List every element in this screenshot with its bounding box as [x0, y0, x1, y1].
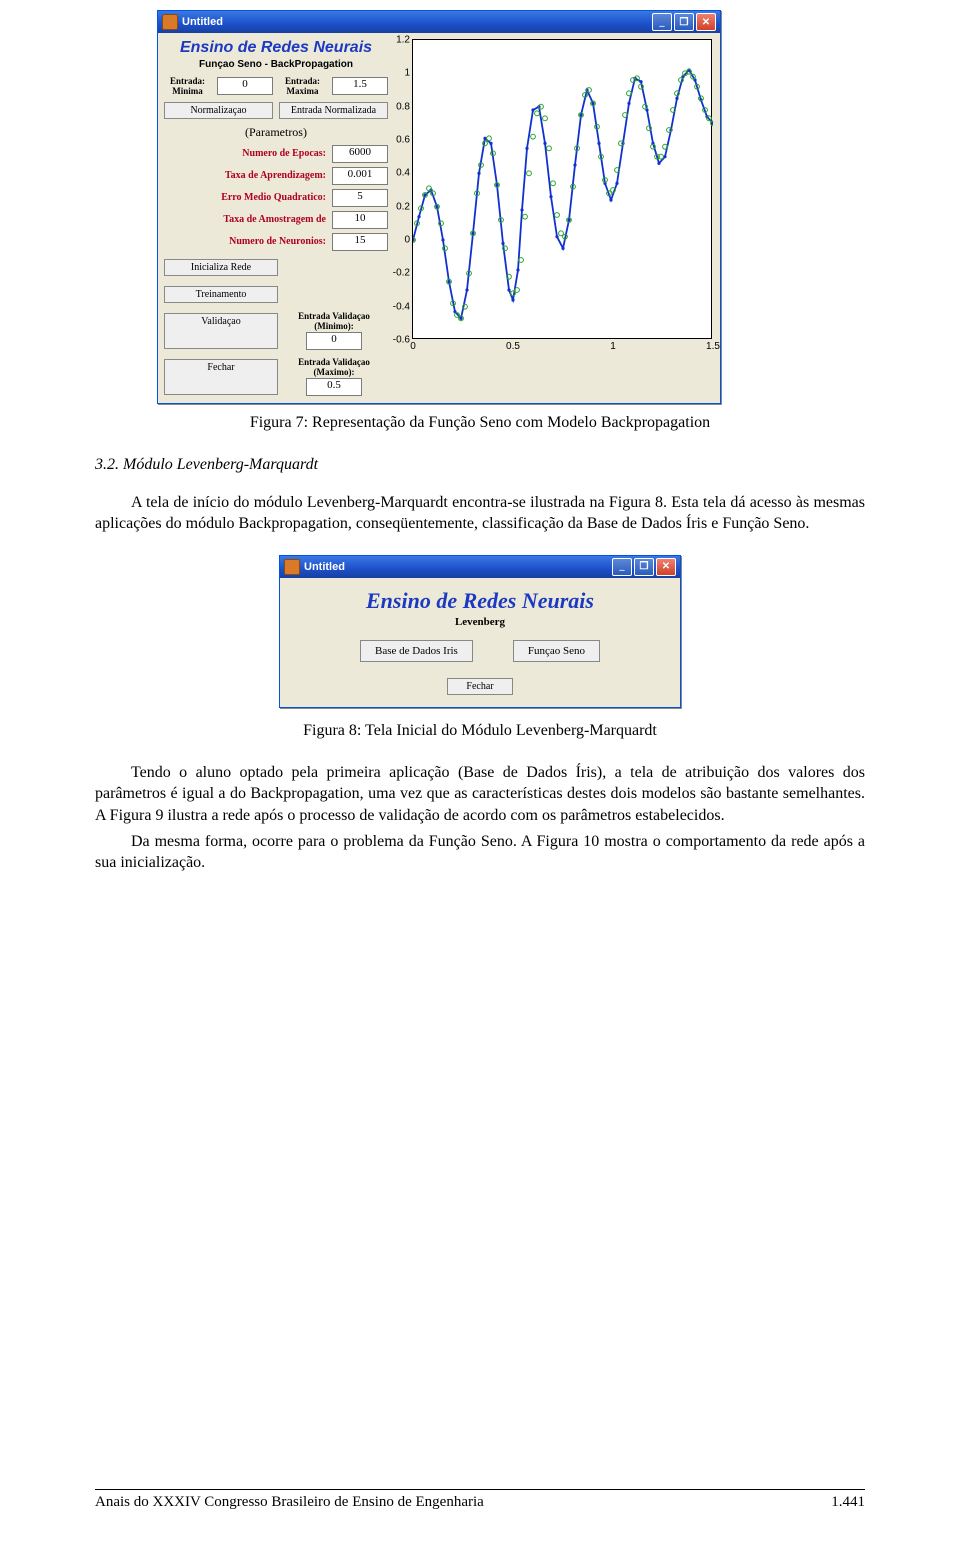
validacao-min-field[interactable]: 0: [306, 332, 362, 350]
y-tick-label: -0.6: [393, 335, 410, 346]
y-tick-label: 0.8: [396, 101, 410, 112]
validacao-max-label: Entrada Validaçao (Maximo):: [284, 357, 384, 377]
x-tick-label: 1: [610, 341, 616, 352]
param-row: Taxa de Aprendizagem: 0.001: [164, 166, 388, 185]
minimize-button[interactable]: _: [652, 13, 672, 31]
x-tick-label: 0.5: [506, 341, 520, 352]
funcao-seno-button[interactable]: Funçao Seno: [513, 640, 600, 662]
figure7-window: Untitled _ ❐ ✕ Ensino de Redes Neurais F…: [157, 10, 721, 404]
inicializa-rede-button[interactable]: Inicializa Rede: [164, 259, 278, 276]
minimize-button[interactable]: _: [612, 558, 632, 576]
y-tick-label: 0.6: [396, 135, 410, 146]
x-tick-label: 0: [410, 341, 416, 352]
fechar-button[interactable]: Fechar: [447, 678, 512, 695]
panel-main-title: Ensino de Redes Neurais: [164, 39, 388, 57]
treinamento-button[interactable]: Treinamento: [164, 286, 278, 303]
validacao-min-label: Entrada Validaçao (Minimo):: [284, 311, 384, 331]
param-label: Taxa de Amostragem de: [164, 214, 328, 225]
window-title: Untitled: [182, 16, 648, 28]
numero-epocas-field[interactable]: 6000: [332, 145, 388, 163]
y-tick-label: -0.2: [393, 268, 410, 279]
base-dados-iris-button[interactable]: Base de Dados Iris: [360, 640, 473, 662]
param-row: Numero de Neuronios: 15: [164, 232, 388, 251]
x-tick-label: 1.5: [706, 341, 720, 352]
parametros-title: (Parametros): [164, 125, 388, 140]
y-tick-label: -0.4: [393, 301, 410, 312]
panel-subtitle: Funçao Seno - BackPropagation: [164, 59, 388, 70]
entrada-maxima-label: Entrada: Maxima: [279, 76, 326, 96]
fechar-button[interactable]: Fechar: [164, 359, 278, 395]
window-titlebar: Untitled _ ❐ ✕: [158, 11, 720, 33]
paragraph-2: Tendo o aluno optado pela primeira aplic…: [95, 762, 865, 827]
normalizacao-button[interactable]: Normalizaçao: [164, 102, 273, 119]
param-label: Numero de Epocas:: [164, 148, 328, 159]
paragraph-3: Da mesma forma, ocorre para o problema d…: [95, 831, 865, 874]
footer-right: 1.441: [831, 1494, 865, 1511]
numero-neuronios-field[interactable]: 15: [332, 233, 388, 251]
seno-chart: -0.6-0.4-0.200.20.40.60.811.200.511.5: [412, 39, 712, 339]
footer-left: Anais do XXXIV Congresso Brasileiro de E…: [95, 1494, 484, 1511]
erro-medio-field[interactable]: 5: [332, 189, 388, 207]
close-button[interactable]: ✕: [656, 558, 676, 576]
figure8-window: Untitled _ ❐ ✕ Ensino de Redes Neurais L…: [279, 555, 681, 708]
panel-subtitle: Levenberg: [290, 616, 670, 628]
section-heading: 3.2. Módulo Levenberg-Marquardt: [95, 454, 865, 476]
page-footer: Anais do XXXIV Congresso Brasileiro de E…: [95, 1489, 865, 1511]
taxa-amostragem-field[interactable]: 10: [332, 211, 388, 229]
entrada-minima-field[interactable]: 0: [217, 77, 273, 95]
param-label: Erro Medio Quadratico:: [164, 192, 328, 203]
y-tick-label: 0.4: [396, 168, 410, 179]
panel-main-title: Ensino de Redes Neurais: [290, 588, 670, 614]
param-row: Taxa de Amostragem de 10: [164, 210, 388, 229]
maximize-button[interactable]: ❐: [634, 558, 654, 576]
entrada-maxima-field[interactable]: 1.5: [332, 77, 388, 95]
entrada-minima-label: Entrada: Minima: [164, 76, 211, 96]
app-icon: [162, 14, 178, 30]
figure7-caption: Figura 7: Representação da Função Seno c…: [95, 414, 865, 432]
param-label: Numero de Neuronios:: [164, 236, 328, 247]
paragraph-1: A tela de início do módulo Levenberg-Mar…: [95, 492, 865, 535]
figure8-caption: Figura 8: Tela Inicial do Módulo Levenbe…: [95, 722, 865, 740]
y-tick-label: 0.2: [396, 201, 410, 212]
window-titlebar: Untitled _ ❐ ✕: [280, 556, 680, 578]
taxa-aprendizagem-field[interactable]: 0.001: [332, 167, 388, 185]
chart-panel: -0.6 -0.4 -0.2 0 0.2 0.4 0.6 0.8 1 1.2 0 0.5 1 1.5: [394, 33, 720, 403]
y-tick-label: 0: [404, 235, 410, 246]
validacao-button[interactable]: Validaçao: [164, 313, 278, 349]
chart-svg: [413, 40, 713, 340]
param-row: Numero de Epocas: 6000: [164, 144, 388, 163]
y-tick-label: 1: [404, 68, 410, 79]
window-title: Untitled: [304, 561, 608, 573]
y-tick-label: 1.2: [396, 35, 410, 46]
app-icon: [284, 559, 300, 575]
param-row: Erro Medio Quadratico: 5: [164, 188, 388, 207]
close-button[interactable]: ✕: [696, 13, 716, 31]
entrada-normalizada-button[interactable]: Entrada Normalizada: [279, 102, 388, 119]
left-control-panel: Ensino de Redes Neurais Funçao Seno - Ba…: [158, 33, 394, 403]
maximize-button[interactable]: ❐: [674, 13, 694, 31]
validacao-max-field[interactable]: 0.5: [306, 378, 362, 396]
param-label: Taxa de Aprendizagem:: [164, 170, 328, 181]
